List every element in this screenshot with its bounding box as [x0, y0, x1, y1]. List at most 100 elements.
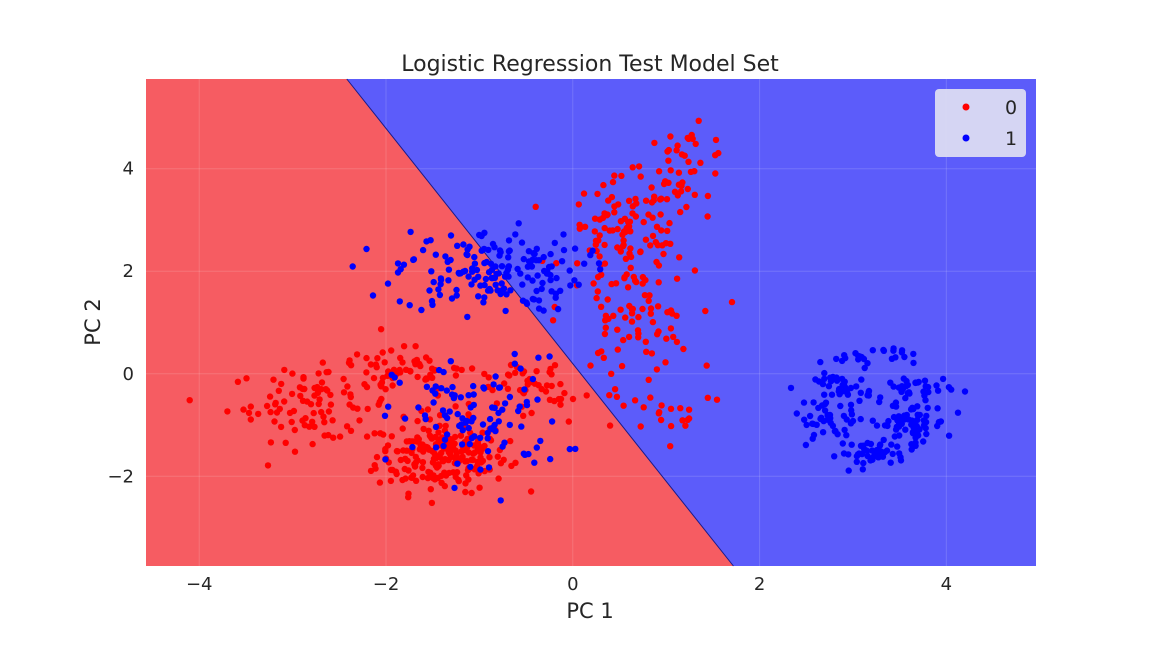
scatter-point-class-1 [464, 313, 471, 321]
scatter-point-class-0 [394, 448, 401, 455]
scatter-point-class-1 [499, 406, 506, 413]
scatter-point-class-0 [682, 422, 689, 429]
scatter-point-class-1 [421, 412, 429, 419]
scatter-point-class-1 [800, 399, 808, 406]
scatter-point-class-0 [512, 459, 519, 466]
scatter-point-class-0 [363, 354, 370, 362]
scatter-point-class-0 [617, 248, 624, 255]
scatter-point-class-1 [912, 434, 919, 441]
scatter-point-class-0 [429, 374, 436, 381]
scatter-point-class-0 [474, 458, 481, 466]
scatter-point-class-1 [394, 260, 402, 267]
scatter-point-class-0 [234, 378, 242, 385]
scatter-point-class-1 [841, 426, 848, 434]
scatter-point-class-0 [433, 452, 440, 460]
scatter-point-class-0 [377, 430, 384, 437]
scatter-point-class-0 [278, 380, 285, 388]
scatter-point-class-1 [920, 388, 927, 395]
scatter-point-class-1 [858, 376, 865, 383]
scatter-point-class-0 [370, 374, 378, 382]
scatter-point-class-0 [462, 488, 469, 496]
scatter-point-class-0 [411, 461, 418, 468]
scatter-point-class-0 [645, 297, 652, 304]
scatter-point-class-0 [548, 382, 555, 390]
scatter-point-class-0 [329, 417, 336, 424]
scatter-point-class-0 [463, 472, 470, 479]
scatter-point-class-1 [924, 404, 931, 412]
scatter-point-class-1 [887, 459, 894, 466]
scatter-point-class-1 [492, 281, 499, 288]
scatter-point-class-1 [817, 358, 824, 366]
scatter-point-class-0 [549, 317, 557, 324]
scatter-point-class-0 [625, 223, 633, 230]
scatter-point-class-0 [309, 418, 316, 425]
scatter-point-class-1 [501, 273, 509, 280]
scatter-point-class-0 [455, 476, 462, 483]
scatter-point-class-0 [697, 159, 704, 166]
scatter-point-class-0 [504, 385, 512, 392]
scatter-point-class-1 [906, 390, 913, 397]
scatter-point-class-1 [898, 383, 906, 390]
scatter-point-class-1 [837, 402, 844, 410]
scatter-point-class-0 [665, 157, 672, 164]
scatter-point-class-0 [601, 241, 608, 249]
scatter-point-class-1 [503, 291, 510, 298]
y-tick-label: −2 [107, 466, 134, 487]
scatter-point-class-1 [432, 390, 439, 397]
scatter-point-class-1 [847, 420, 855, 427]
scatter-point-class-0 [436, 412, 444, 419]
scatter-point-class-0 [288, 390, 296, 398]
scatter-point-class-1 [515, 220, 522, 227]
scatter-point-class-0 [611, 386, 619, 393]
scatter-point-class-0 [557, 401, 564, 408]
scatter-point-class-1 [457, 394, 464, 401]
scatter-point-class-1 [464, 246, 471, 253]
scatter-point-class-1 [860, 459, 867, 467]
scatter-point-class-0 [340, 375, 347, 383]
scatter-point-class-0 [653, 223, 661, 230]
scatter-point-class-1 [914, 379, 921, 386]
scatter-point-class-1 [889, 450, 896, 458]
scatter-point-class-0 [611, 209, 618, 216]
scatter-point-class-1 [442, 253, 449, 260]
scatter-point-class-1 [483, 258, 490, 266]
scatter-point-class-1 [889, 402, 897, 409]
scatter-point-class-1 [525, 248, 533, 255]
scatter-point-class-0 [640, 404, 647, 411]
scatter-point-class-0 [673, 275, 681, 282]
scatter-point-class-0 [626, 218, 634, 225]
scatter-point-class-0 [382, 445, 389, 453]
scatter-point-class-1 [827, 378, 835, 385]
scatter-point-class-1 [518, 239, 526, 246]
scatter-point-class-0 [371, 430, 378, 437]
scatter-point-class-0 [364, 405, 371, 413]
scatter-point-class-1 [443, 387, 450, 394]
scatter-point-class-1 [810, 431, 818, 439]
scatter-point-class-0 [419, 441, 426, 448]
scatter-point-class-0 [468, 365, 476, 372]
scatter-point-class-0 [497, 460, 505, 467]
scatter-point-class-0 [425, 427, 432, 434]
scatter-point-class-0 [594, 349, 602, 357]
scatter-point-class-0 [658, 227, 665, 234]
scatter-point-class-0 [618, 172, 625, 180]
scatter-point-class-0 [406, 438, 413, 445]
scatter-point-class-1 [539, 279, 546, 287]
scatter-point-class-1 [524, 274, 531, 281]
scatter-point-class-0 [657, 416, 665, 424]
scatter-point-class-1 [793, 410, 800, 417]
scatter-point-class-1 [857, 389, 864, 396]
scatter-point-class-0 [628, 305, 636, 313]
scatter-point-class-1 [848, 441, 855, 448]
scatter-point-class-1 [439, 407, 447, 414]
scatter-point-class-1 [497, 497, 504, 504]
scatter-point-class-1 [535, 297, 543, 304]
scatter-point-class-0 [702, 307, 709, 315]
x-tick-label: 4 [941, 574, 952, 595]
scatter-point-class-1 [520, 255, 527, 263]
scatter-point-class-0 [408, 474, 416, 481]
scatter-point-class-1 [920, 438, 927, 445]
scatter-point-class-1 [876, 442, 884, 449]
scatter-point-class-0 [347, 427, 355, 434]
scatter-point-class-1 [498, 280, 505, 287]
